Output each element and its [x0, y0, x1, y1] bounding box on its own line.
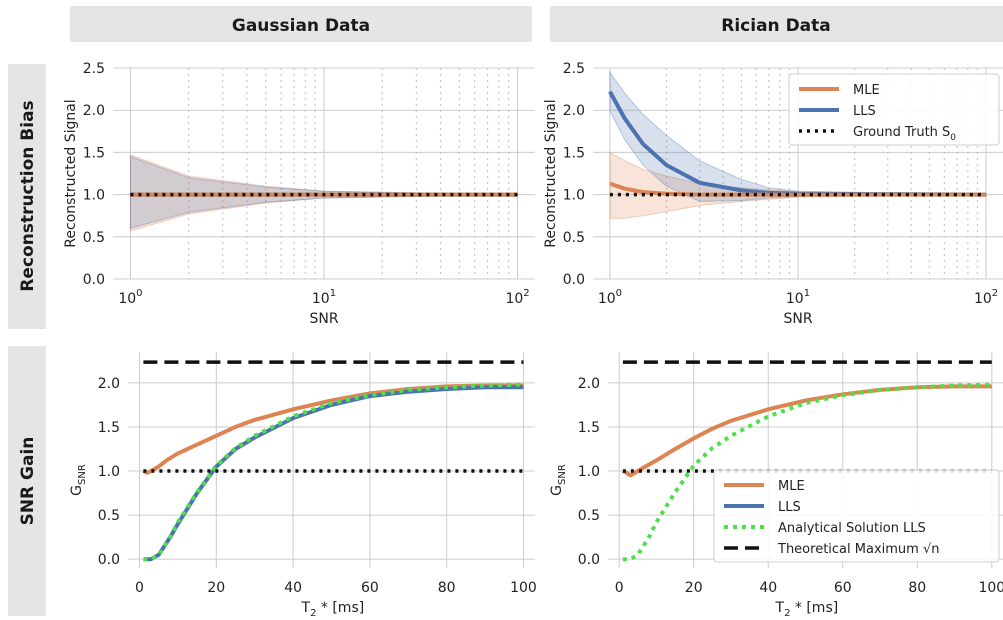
- chart-gain-gaussian: 0.0 0.5 1.0 1.5 2.0 0 20 40 60 80 100 T2 * [ms] GSNR: [69, 352, 537, 619]
- x-tick-label: 100: [118, 288, 142, 307]
- grid: [593, 67, 1003, 280]
- x-tick-label: 101: [786, 288, 810, 307]
- legend-label: Analytical Solution LLS: [778, 521, 926, 536]
- row-header-gain: SNR Gain: [18, 437, 38, 526]
- y-tick-label: 0.5: [563, 230, 585, 246]
- row-header-bias: Reconstruction Bias: [18, 100, 38, 291]
- legend-box: [713, 469, 1000, 563]
- y-tick-label: 2.5: [563, 61, 585, 77]
- legend-label: Ground Truth S0: [853, 125, 956, 143]
- column-header-rician: Rician Data: [721, 16, 831, 36]
- x-axis-label: SNR: [309, 311, 338, 327]
- series-mle: [622, 384, 992, 478]
- x-tick-label: 0: [615, 580, 624, 596]
- x-tick-label: 0: [135, 580, 144, 596]
- x-tick-label: 60: [834, 580, 852, 596]
- y-tick-label: 0.5: [578, 508, 600, 524]
- legend: MLE LLS Analytical Solution LLS Theoretical…: [713, 469, 1000, 563]
- x-tick-label: 102: [974, 288, 998, 307]
- column-header-rician-bg: [550, 6, 1003, 42]
- x-tick-label: 100: [978, 580, 1003, 596]
- series-mle: [142, 383, 524, 475]
- y-tick-label: 2.0: [563, 103, 585, 119]
- y-tick-label: 0.5: [98, 508, 120, 524]
- x-tick-label: 102: [505, 288, 529, 307]
- y-axis-label: GSNR: [69, 464, 88, 496]
- legend: MLE LLS Ground Truth S0: [788, 73, 1000, 146]
- legend-label: Theoretical Maximum √n: [777, 542, 939, 557]
- x-axis-label: T2 * [ms]: [775, 600, 839, 619]
- y-axis-label: Reconstructed Signal: [63, 99, 79, 247]
- y-tick-label: 1.5: [83, 145, 105, 161]
- x-tick-label: 20: [685, 580, 703, 596]
- series-analytical-solution-lls: [143, 382, 524, 562]
- y-axis-label: Reconstructed Signal: [543, 99, 559, 247]
- y-tick-label: 0.0: [578, 552, 600, 568]
- grid: [128, 352, 535, 568]
- column-header-gaussian: Gaussian Data: [232, 16, 370, 36]
- x-tick-label: 60: [361, 580, 379, 596]
- legend-label: MLE: [778, 479, 805, 494]
- y-tick-label: 1.5: [563, 145, 585, 161]
- legend-label: LLS: [778, 500, 801, 515]
- x-axis-label: SNR: [783, 311, 812, 327]
- x-tick-label: 40: [759, 580, 777, 596]
- x-tick-label: 80: [908, 580, 926, 596]
- legend-label: LLS: [853, 104, 876, 119]
- x-tick-label: 20: [207, 580, 225, 596]
- y-tick-label: 0.5: [83, 230, 105, 246]
- grid: [113, 67, 535, 280]
- legend-box: [788, 73, 1000, 146]
- x-tick-label: 100: [510, 580, 537, 596]
- y-tick-label: 0.0: [83, 272, 105, 288]
- y-axis-label: GSNR: [549, 464, 568, 496]
- row-header-gain-bg: [8, 346, 46, 616]
- series-analytical-solution-lls: [622, 382, 992, 562]
- series-lls: [143, 385, 524, 562]
- x-axis-label: T2 * [ms]: [301, 600, 365, 619]
- y-tick-label: 1.5: [578, 420, 600, 436]
- y-tick-label: 1.0: [83, 188, 105, 204]
- x-tick-label: 40: [284, 580, 302, 596]
- y-tick-label: 0.0: [98, 552, 120, 568]
- y-tick-label: 1.0: [563, 188, 585, 204]
- y-tick-label: 1.0: [578, 464, 600, 480]
- y-tick-label: 0.0: [563, 272, 585, 288]
- x-tick-label: 101: [312, 288, 336, 307]
- column-header-gaussian-bg: [70, 6, 532, 42]
- y-tick-label: 2.5: [83, 61, 105, 77]
- y-tick-label: 2.0: [83, 103, 105, 119]
- chart-gain-rician: 0.0 0.5 1.0 1.5 2.0 0 20 40 60 80 100 T2 * [ms] GSNR…: [549, 352, 1003, 619]
- chart-bias-rician: 0.0 0.5 1.0 1.5 2.0 2.5 100 101 102 SNR Reconstruc…: [543, 61, 1003, 327]
- y-tick-label: 2.0: [578, 376, 600, 392]
- y-tick-label: 1.5: [98, 420, 120, 436]
- y-tick-label: 1.0: [98, 464, 120, 480]
- legend-label: MLE: [853, 83, 880, 98]
- chart-bias-gaussian: 0.0 0.5 1.0 1.5 2.0 2.5 100 101 102 SNR Reconstruc…: [63, 61, 535, 327]
- x-tick-label: 100: [598, 288, 622, 307]
- row-header-bias-bg: [8, 64, 46, 329]
- x-tick-label: 80: [438, 580, 456, 596]
- y-tick-label: 2.0: [98, 376, 120, 392]
